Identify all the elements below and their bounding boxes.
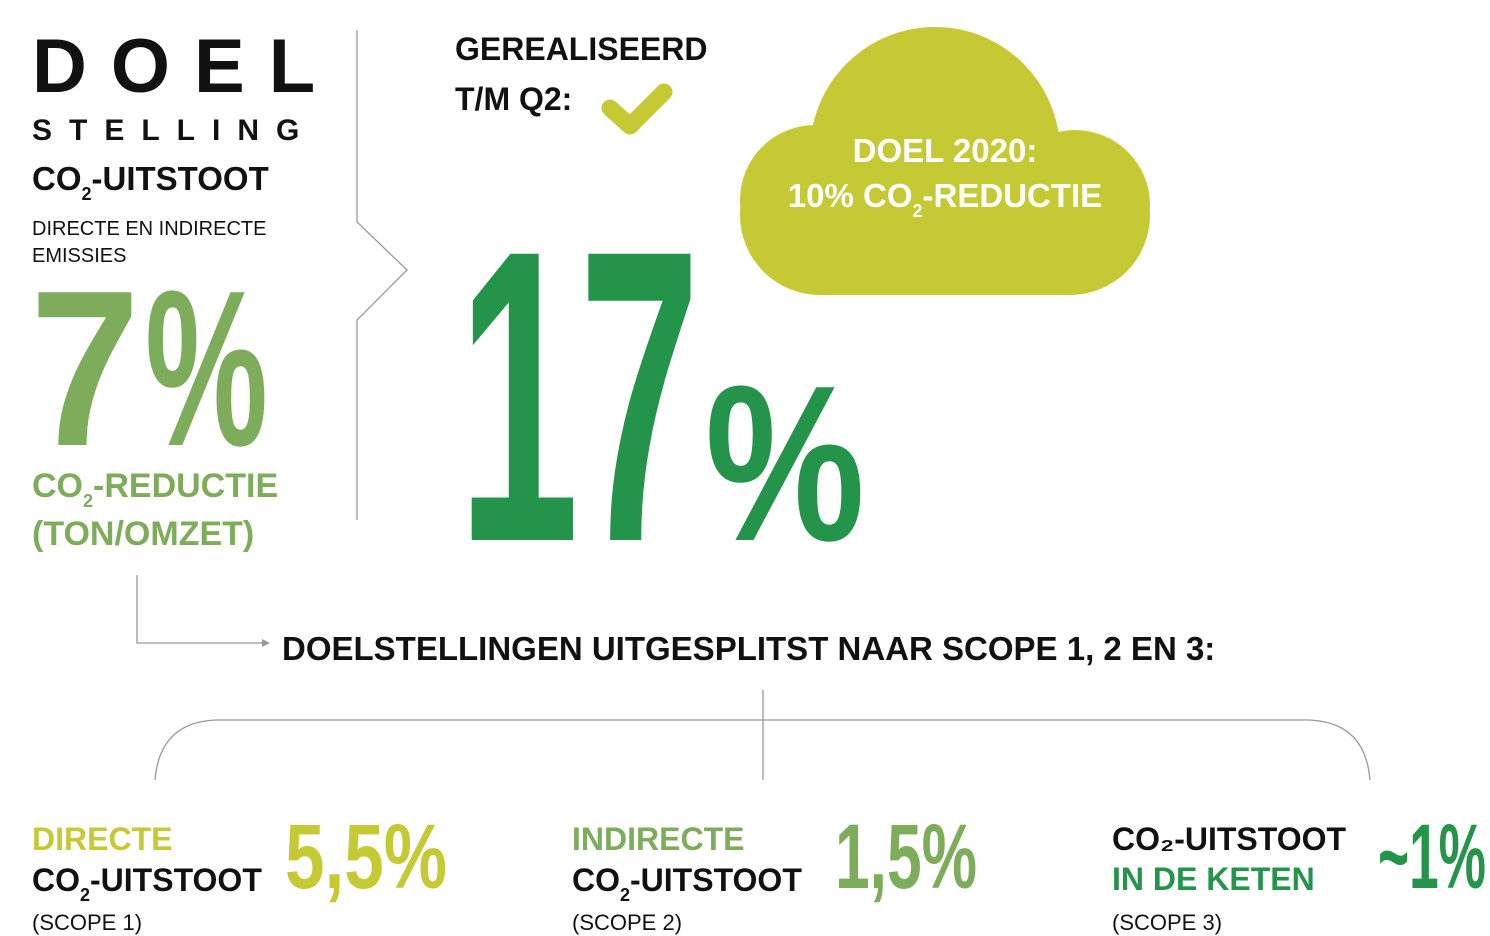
goal-unit: % — [145, 245, 268, 493]
scope-line2: CO2-UITSTOOT — [572, 862, 802, 905]
text: 10% CO — [788, 177, 913, 214]
divider — [356, 30, 408, 520]
scope-line2: CO2-UITSTOOT — [32, 862, 262, 905]
goal-title: DOEL — [32, 24, 339, 109]
subscript: 2 — [82, 184, 92, 204]
text: -UITSTOOT — [630, 862, 802, 898]
scope-line1: INDIRECTE — [572, 821, 744, 857]
bracket — [154, 719, 1371, 781]
text: CO — [32, 160, 82, 197]
cloud — [740, 27, 1150, 295]
check-icon — [601, 83, 673, 135]
subscript: 2 — [913, 201, 923, 221]
scope-line1: CO₂-UITSTOOT — [1112, 821, 1347, 857]
realised-number: 17 — [458, 164, 700, 629]
scope-label: (SCOPE 3) — [1112, 910, 1222, 935]
goal-label: (TON/OMZET) — [32, 515, 254, 553]
cloud-text: DOEL 2020: — [853, 132, 1038, 169]
subscript: 2 — [620, 885, 630, 905]
scope-value: 5,5% — [285, 806, 447, 908]
scope-label: (SCOPE 1) — [32, 910, 142, 935]
breakdown-title: DOELSTELLINGEN UITGESPLITST NAAR SCOPE 1… — [282, 630, 1215, 667]
goal-metric: CO2-UITSTOOT — [32, 160, 269, 204]
goal-subtitle: STELLING — [32, 114, 316, 147]
scope-line1: DIRECTE — [32, 821, 172, 857]
text: -UITSTOOT — [90, 862, 262, 898]
goal-number: 7 — [30, 245, 140, 493]
scope-label: (SCOPE 2) — [572, 910, 682, 935]
connector — [136, 575, 262, 644]
text: CO — [572, 862, 620, 898]
text: CO — [32, 467, 83, 505]
realised-heading: T/M Q2: — [455, 81, 572, 117]
scope-line2: IN DE KETEN — [1112, 861, 1315, 897]
arrowhead — [262, 639, 270, 647]
realised-unit: % — [705, 340, 865, 588]
goal-description: EMISSIES — [32, 245, 126, 267]
goal-label: CO2-REDUCTIE — [32, 467, 278, 511]
cloud-text: 10% CO2-REDUCTIE — [788, 177, 1102, 221]
text: -UITSTOOT — [92, 160, 269, 197]
subscript: 2 — [83, 491, 93, 511]
subscript: 2 — [80, 885, 90, 905]
text: CO — [32, 862, 80, 898]
text: -REDUCTIE — [93, 467, 278, 505]
goal-description: DIRECTE EN INDIRECTE — [32, 218, 266, 240]
scope-value: ~1% — [1378, 806, 1486, 908]
scope-value: 1,5% — [835, 806, 977, 908]
realised-heading: GEREALISEERD — [455, 31, 707, 67]
text: -REDUCTIE — [923, 177, 1103, 214]
